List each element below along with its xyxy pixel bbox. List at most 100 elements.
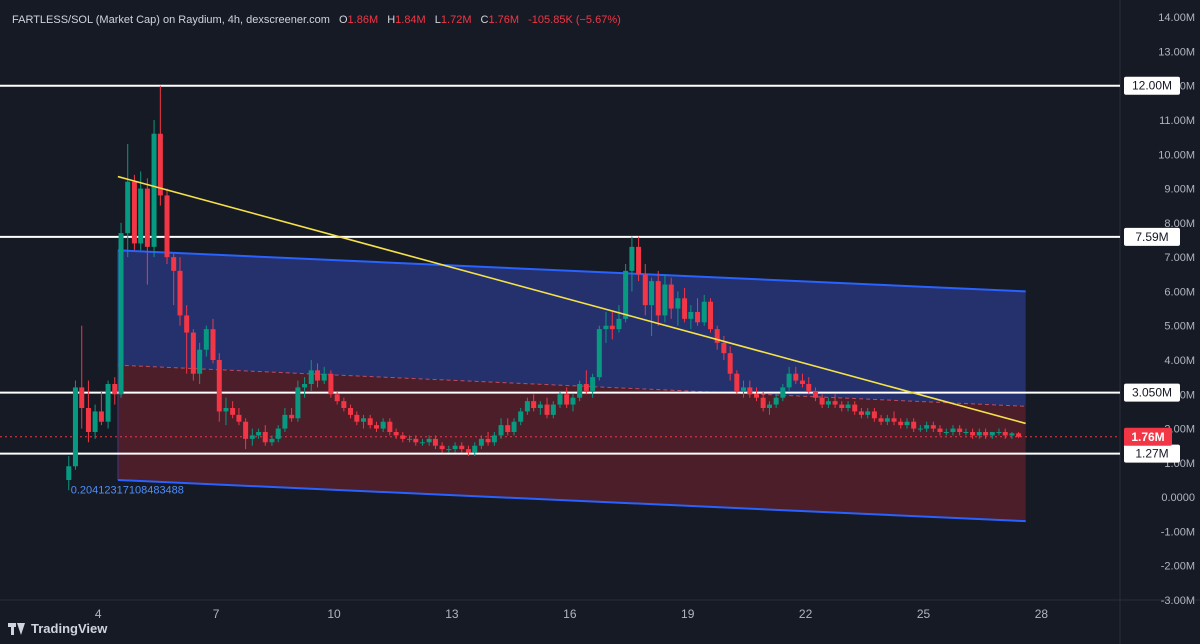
y-tick-label: 6.00M [1164,286,1195,298]
candle-body [721,342,727,354]
candle-body [321,373,327,381]
candle-body [387,421,393,432]
open-label: O [338,14,348,26]
candle-body [924,425,930,429]
candle-body [210,329,216,360]
candle-body [341,401,347,408]
candle-body [432,438,438,446]
candle-body [98,411,104,422]
candle-body [236,414,242,422]
candle-body [400,435,406,439]
candle-body [845,404,851,408]
candle-body [79,387,85,408]
candle-body [361,418,367,422]
candle-body [308,370,314,384]
y-tick-label: 14.00M [1158,12,1195,24]
y-tick-label: 8.00M [1164,218,1195,230]
candle-body [282,414,288,429]
candle-body [518,411,524,422]
x-tick-label: 28 [1035,607,1049,621]
candle-body [315,370,321,381]
candle-body [419,442,425,444]
candle-body [177,270,183,316]
candle-body [348,408,354,415]
x-tick-label: 22 [799,607,813,621]
candle-body [190,332,196,374]
candle-body [741,387,747,391]
candle-body [472,445,478,453]
candle-body [367,418,373,426]
y-tick-label: -2.00M [1161,561,1195,573]
candle-body [760,397,766,408]
high-value: 1.84M [395,14,426,26]
candle-body [970,432,976,436]
overlay-layer: 0.20412317108483488 [71,175,1026,497]
candle-body [197,349,203,374]
candle-body [577,384,583,398]
candle-body [275,428,281,439]
candle-body [92,411,98,432]
y-tick-label: 10.00M [1158,149,1195,161]
candle-body [911,421,917,429]
candle-body [839,404,845,408]
y-tick-label: 9.00M [1164,184,1195,196]
candle-body [806,384,812,391]
candle-body [950,428,956,432]
y-tick-label: 11.00M [1159,115,1195,127]
last-price-label: 1.76M [1131,430,1164,444]
candle-body [662,284,668,316]
candle-body [216,360,222,412]
y-tick-label: 7.00M [1164,252,1195,264]
candle-body [1009,433,1015,436]
candle-body [642,274,648,306]
candle-body [727,353,733,374]
candle-body [459,445,465,450]
open-value: 1.86M [347,14,379,26]
candle-body [393,432,399,436]
candle-body [334,394,340,402]
candle-body [413,438,419,443]
candle-body [85,408,91,432]
candle-body [373,425,379,429]
candle-body [505,425,511,432]
y-tick-label: 0.0000 [1161,492,1195,504]
candle-body [164,195,170,258]
chart-legend: FARTLESS/SOL (Market Cap) on Raydium, 4h… [12,14,621,26]
candle-body [629,246,635,271]
candle-body [262,432,268,443]
low-label: L [434,14,441,26]
candle-body [688,312,694,319]
candle-body [858,411,864,415]
candle-body [203,329,209,350]
x-tick-label: 10 [327,607,341,621]
level-layer [0,84,1120,455]
candle-body [898,421,904,426]
candle-body [105,384,111,422]
candle-body [295,387,301,419]
channel-midline [117,364,1026,407]
channel-upper-zone [117,250,1026,407]
high-label: H [387,14,396,26]
candle-body [118,233,124,395]
candle-body [937,428,943,432]
candle-body [989,432,995,436]
axis-layer: 14.00M 13.00M 12.00M 11.00M 10.00M 9.00M 8.00M… [95,12,1195,621]
x-tick-label: 19 [681,607,695,621]
candle-body [256,432,262,436]
candle-body [524,401,530,412]
candle-body [570,397,576,405]
tradingview-watermark[interactable]: TradingView [8,621,107,636]
x-tick-label: 13 [445,607,459,621]
candle-body [557,394,563,405]
candle-body [616,318,622,330]
candle-body [825,401,831,405]
candle-body [675,298,681,309]
candle-body [963,432,969,433]
y-tick-label: -1.00M [1161,526,1195,538]
candle-body [112,384,118,395]
y-tick-label: -3.00M [1161,595,1195,607]
level-price-tag [1124,444,1180,463]
candle-body [138,188,144,244]
